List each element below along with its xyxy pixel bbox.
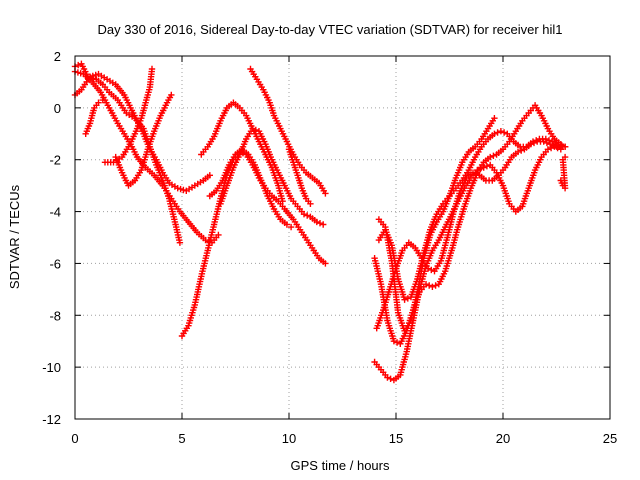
data-point	[283, 221, 291, 228]
data-series	[375, 115, 498, 334]
y-tick-label: -6	[49, 256, 61, 271]
data-series	[557, 153, 569, 192]
x-axis-label: GPS time / hours	[291, 458, 390, 473]
data-series	[285, 146, 314, 207]
data-marker	[387, 375, 394, 382]
data-point	[401, 296, 408, 303]
data-point	[148, 65, 156, 73]
data-marker	[304, 212, 311, 219]
data-marker	[77, 70, 84, 77]
data-marker	[393, 339, 401, 346]
data-point	[549, 138, 556, 145]
data-point	[322, 190, 329, 197]
x-tick-labels: 0 5 10 15 20 25	[71, 431, 617, 446]
y-tick-label: -4	[49, 205, 61, 220]
x-tick-label: 5	[178, 431, 185, 446]
data-series	[375, 128, 569, 303]
x-tick-label: 10	[282, 431, 296, 446]
data-point	[469, 169, 477, 176]
data-marker	[477, 165, 484, 172]
data-point	[497, 128, 505, 135]
data-marker	[252, 126, 259, 134]
data-series	[112, 91, 175, 189]
data-point	[313, 218, 320, 226]
y-tick-label: 2	[54, 49, 61, 64]
data-marker	[558, 142, 565, 149]
data-point	[249, 125, 256, 132]
data-marker	[490, 152, 497, 159]
data-series	[82, 96, 106, 137]
data-marker	[432, 282, 439, 289]
data-point	[322, 260, 329, 267]
data-point	[514, 148, 522, 156]
data-marker	[533, 137, 540, 144]
data-point	[529, 138, 537, 145]
y-tick-label: -8	[49, 308, 61, 323]
data-point	[215, 231, 222, 239]
data-point	[279, 198, 286, 205]
data-point	[491, 130, 498, 137]
data-marker	[180, 186, 187, 194]
data-point	[168, 91, 175, 99]
data-point	[561, 153, 569, 161]
data-point	[99, 96, 106, 104]
y-tick-label: -10	[42, 360, 61, 375]
chart-title: Day 330 of 2016, Sidereal Day-to-day VTE…	[97, 22, 562, 37]
data-point	[384, 374, 391, 381]
data-marker	[428, 266, 435, 274]
data-point	[307, 200, 314, 207]
data-marker	[483, 163, 491, 170]
data-marker	[545, 137, 553, 144]
y-tick-labels: -12 -10 -8 -6 -4 -2 0 2	[42, 49, 61, 427]
data-series	[71, 70, 213, 194]
data-marker	[89, 72, 96, 80]
data-marker	[75, 61, 82, 69]
data-point	[561, 143, 569, 150]
data-series	[217, 125, 327, 228]
data-points	[71, 60, 569, 384]
data-point	[474, 166, 481, 174]
data-marker	[494, 129, 501, 136]
data-point	[174, 185, 181, 192]
data-series	[71, 60, 184, 246]
y-tick-label: -12	[42, 412, 61, 427]
data-marker	[473, 170, 480, 178]
data-point	[487, 153, 494, 161]
data-point	[424, 265, 432, 272]
data-marker	[316, 220, 324, 227]
data-series	[101, 65, 156, 166]
data-point	[287, 223, 295, 231]
y-tick-label: 0	[54, 101, 61, 116]
x-tick-label: 0	[71, 431, 78, 446]
data-marker	[518, 147, 525, 154]
data-marker	[404, 295, 411, 302]
data-series	[247, 65, 329, 197]
y-tick-label: -2	[49, 153, 61, 168]
data-point	[491, 115, 498, 122]
data-point	[544, 146, 552, 153]
data-point	[555, 141, 562, 148]
x-tick-label: 20	[496, 431, 510, 446]
data-marker	[426, 282, 433, 289]
data-point	[176, 239, 184, 246]
data-point	[300, 211, 308, 218]
x-tick-label: 15	[389, 431, 403, 446]
y-axis-label: SDTVAR / TECUs	[7, 184, 22, 289]
data-point	[429, 283, 436, 290]
data-point	[480, 164, 487, 171]
data-marker	[552, 139, 559, 147]
data-point	[206, 172, 213, 179]
data-point	[390, 338, 398, 345]
data-marker	[500, 129, 508, 136]
grid	[75, 56, 610, 419]
data-point	[320, 221, 327, 228]
data-point	[542, 135, 549, 143]
data-point	[95, 99, 102, 106]
plot-frame	[74, 55, 611, 420]
x-tick-label: 25	[603, 431, 617, 446]
data-series	[198, 99, 286, 205]
data-series	[178, 148, 329, 340]
